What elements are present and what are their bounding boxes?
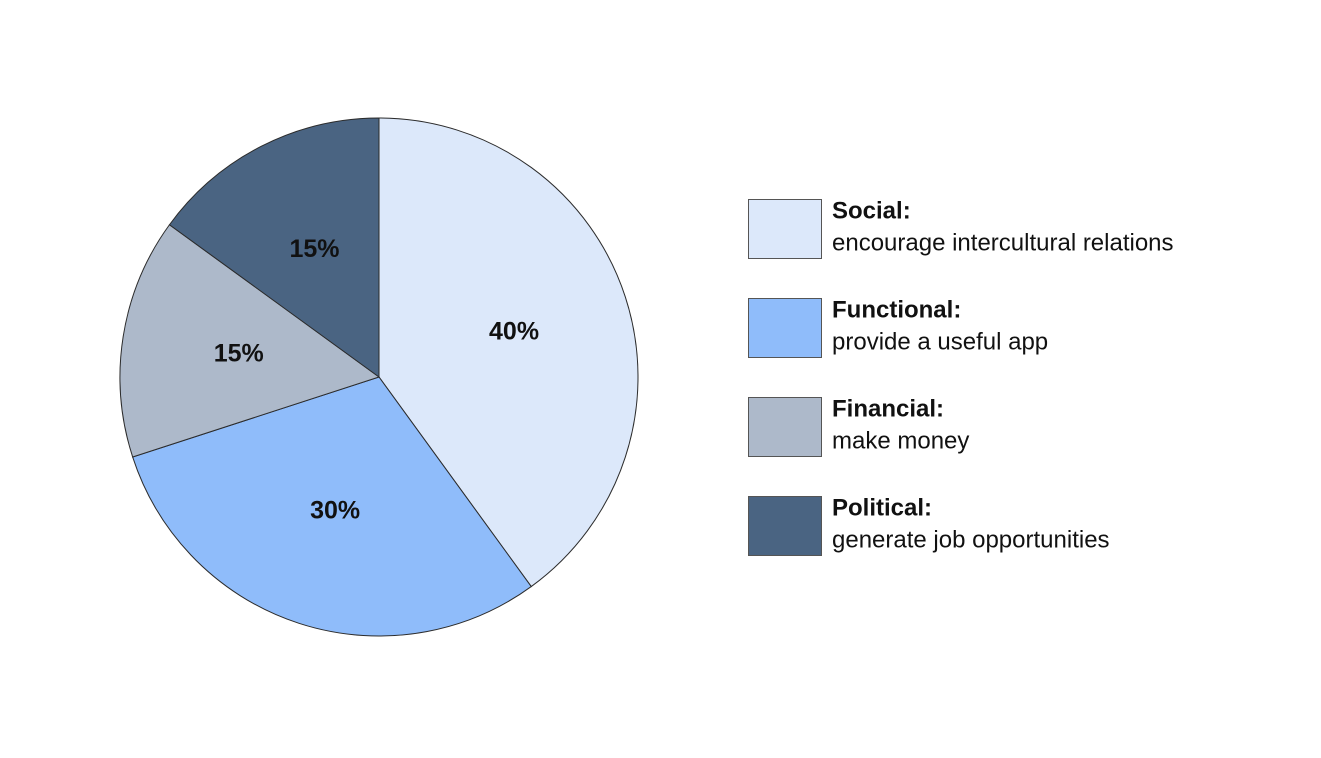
legend-swatch <box>748 199 822 259</box>
legend-title: Social: <box>832 197 911 224</box>
pie-slice <box>132 376 532 637</box>
legend-swatch <box>748 496 822 556</box>
legend-description: make money <box>832 427 969 454</box>
slice-label: 15% <box>290 235 340 263</box>
legend-description: encourage intercultural relations <box>832 229 1174 256</box>
pie-slice <box>168 117 380 378</box>
legend-title: Functional: <box>832 296 961 323</box>
legend-description: generate job opportunities <box>832 526 1110 553</box>
slice-label: 30% <box>310 497 360 525</box>
legend-swatch <box>748 298 822 358</box>
legend-title: Financial: <box>832 395 944 422</box>
pie-slice <box>378 117 639 588</box>
legend-title: Political: <box>832 494 932 521</box>
slice-label: 40% <box>489 318 539 346</box>
slice-label: 15% <box>214 339 264 367</box>
legend-description: provide a useful app <box>832 328 1048 355</box>
legend-swatch <box>748 397 822 457</box>
pie-slice <box>119 224 381 458</box>
